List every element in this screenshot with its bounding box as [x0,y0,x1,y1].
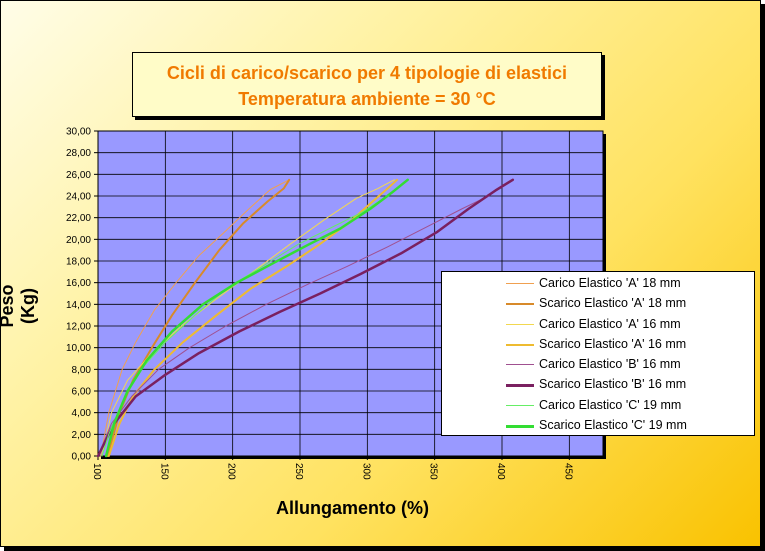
legend-label: Scarico Elastico 'C' 19 mm [539,418,687,433]
y-tick-label: 28,00 [66,148,91,159]
y-tick-label: 4,00 [72,408,92,419]
legend-swatch [506,323,534,325]
legend-label: Carico Elastico 'C' 19 mm [539,397,682,412]
legend-item: Scarico Elastico 'A' 16 mm [442,335,754,355]
legend-swatch [506,283,534,284]
y-tick-label: 0,00 [72,452,92,463]
chart-subtitle: Temperatura ambiente = 30 °C [238,89,496,109]
x-tick-label: 250 [293,463,304,480]
legend-item: Scarico Elastico 'B' 16 mm [442,375,754,395]
legend-label: Carico Elastico 'B' 16 mm [539,357,681,372]
y-tick-label: 14,00 [66,300,91,311]
x-tick-label: 300 [360,463,371,480]
y-tick-label: 10,00 [66,343,91,354]
y-tick-label: 26,00 [66,170,91,181]
x-tick-label: 450 [562,463,573,480]
x-tick-label: 400 [495,463,506,480]
y-tick-label: 2,00 [72,430,92,441]
legend-label: Scarico Elastico 'A' 18 mm [539,296,687,311]
legend: Carico Elastico 'A' 18 mm Scarico Elastic… [441,271,755,436]
x-axis-title: Allungamento (%) [276,498,429,518]
y-tick-label: 22,00 [66,213,91,224]
legend-item: Carico Elastico 'A' 18 mm [442,274,754,294]
legend-item: Carico Elastico 'B' 16 mm [442,355,754,375]
y-tick-label: 20,00 [66,235,91,246]
y-tick-label: 12,00 [66,322,91,333]
legend-label: Scarico Elastico 'A' 16 mm [539,336,687,351]
legend-label: Scarico Elastico 'B' 16 mm [539,377,687,392]
chart-title: Cicli di carico/scarico per 4 tipologie … [166,63,568,83]
legend-item: Scarico Elastico 'C' 19 mm [442,416,754,436]
legend-label: Carico Elastico 'A' 18 mm [539,276,681,290]
legend-item: Carico Elastico 'A' 16 mm [442,315,754,335]
series-line-0 [100,179,290,457]
y-tick-label: 16,00 [66,278,91,289]
x-tick-label: 200 [226,463,237,480]
series-line-7 [104,178,409,458]
legend-swatch [506,303,534,306]
y-tick-label: 18,00 [66,257,91,268]
legend-swatch [506,343,534,346]
legend-item: Carico Elastico 'C' 19 mm [442,396,754,416]
y-tick-label: 8,00 [72,365,92,376]
legend-swatch [506,404,534,406]
legend-item: Scarico Elastico 'A' 18 mm [442,294,754,314]
legend-swatch [506,425,534,429]
x-tick-label: 100 [91,463,102,480]
y-tick-label: 6,00 [72,387,92,398]
chart-title-box: Cicli di carico/scarico per 4 tipologie … [132,52,602,117]
y-tick-label: 30,00 [66,127,91,138]
series-line-5 [96,178,515,458]
y-tick-label: 24,00 [66,192,91,203]
x-tick-label: 150 [158,463,169,480]
legend-swatch [506,364,534,366]
legend-label: Carico Elastico 'A' 16 mm [539,316,681,331]
y-axis-title: Peso (Kg) [0,284,38,328]
x-tick-label: 350 [428,463,439,480]
legend-swatch [506,384,534,388]
series-line-3 [107,178,398,457]
